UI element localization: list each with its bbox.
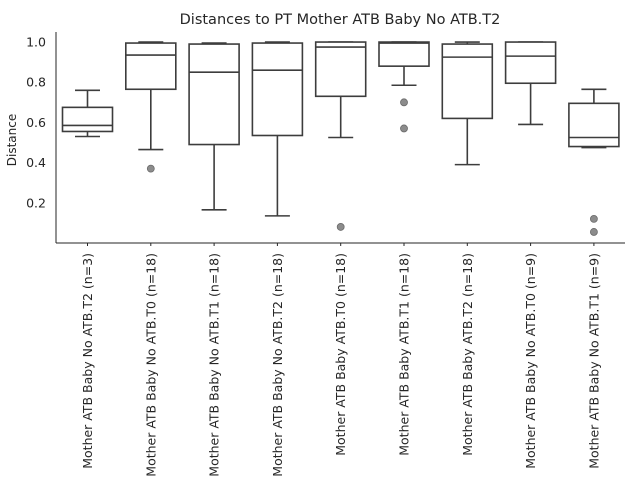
box-group [568, 88, 620, 236]
iqr-box [61, 106, 114, 133]
box-group [504, 41, 557, 126]
box-group [314, 41, 367, 231]
box-group [441, 41, 494, 166]
outlier-point [590, 214, 598, 223]
y-tick-label: 0.2 [26, 195, 46, 210]
outlier-point [336, 223, 345, 231]
y-tick-label: 1.0 [26, 35, 46, 50]
y-ticks: 0.2 0.4 0.6 0.8 1.0 [26, 35, 46, 211]
x-tick-label: Mother ATB Baby ATB.T1 (n=18) [397, 253, 412, 456]
box-group [61, 89, 114, 138]
outlier-point [590, 228, 598, 236]
boxes [61, 41, 620, 236]
y-tick-label: 0.8 [26, 75, 46, 90]
box-group [251, 41, 304, 217]
y-tick-label: 0.6 [26, 115, 46, 130]
x-tick-label: Mother ATB Baby No ATB.T2 (n=3) [80, 253, 95, 469]
box-group [125, 41, 177, 173]
y-tick-label: 0.4 [26, 155, 46, 170]
y-axis-label: Distance [5, 114, 19, 166]
iqr-box [378, 41, 430, 67]
x-tick-label: Mother ATB Baby No ATB.T1 (n=9) [586, 253, 601, 469]
iqr-box [441, 43, 494, 120]
outlier-point [146, 164, 155, 173]
x-tick-label: Mother ATB Baby No ATB.T0 (n=18) [143, 253, 158, 477]
iqr-box [314, 41, 367, 98]
x-tick-label: Mother ATB Baby No ATB.T1 (n=18) [207, 253, 222, 477]
iqr-box [568, 102, 620, 148]
box-group [378, 41, 430, 133]
box-group [188, 42, 240, 211]
iqr-box [251, 42, 304, 137]
iqr-box [125, 42, 177, 91]
iqr-box [188, 43, 240, 146]
chart-title: Distances to PT Mother ATB Baby No ATB.T… [180, 12, 501, 28]
x-tick-label: Mother ATB Baby No ATB.T2 (n=18) [270, 253, 285, 477]
x-tick-label: Mother ATB Baby No ATB.T0 (n=9) [523, 253, 538, 469]
x-tick-label: Mother ATB Baby ATB.T2 (n=18) [460, 253, 475, 456]
x-tick-label: Mother ATB Baby ATB.T0 (n=18) [333, 253, 348, 456]
x-ticks: Mother ATB Baby No ATB.T2 (n=3) Mother AT… [80, 243, 601, 477]
outlier-point [400, 124, 408, 133]
iqr-box [504, 41, 557, 85]
outlier-point [400, 98, 408, 107]
